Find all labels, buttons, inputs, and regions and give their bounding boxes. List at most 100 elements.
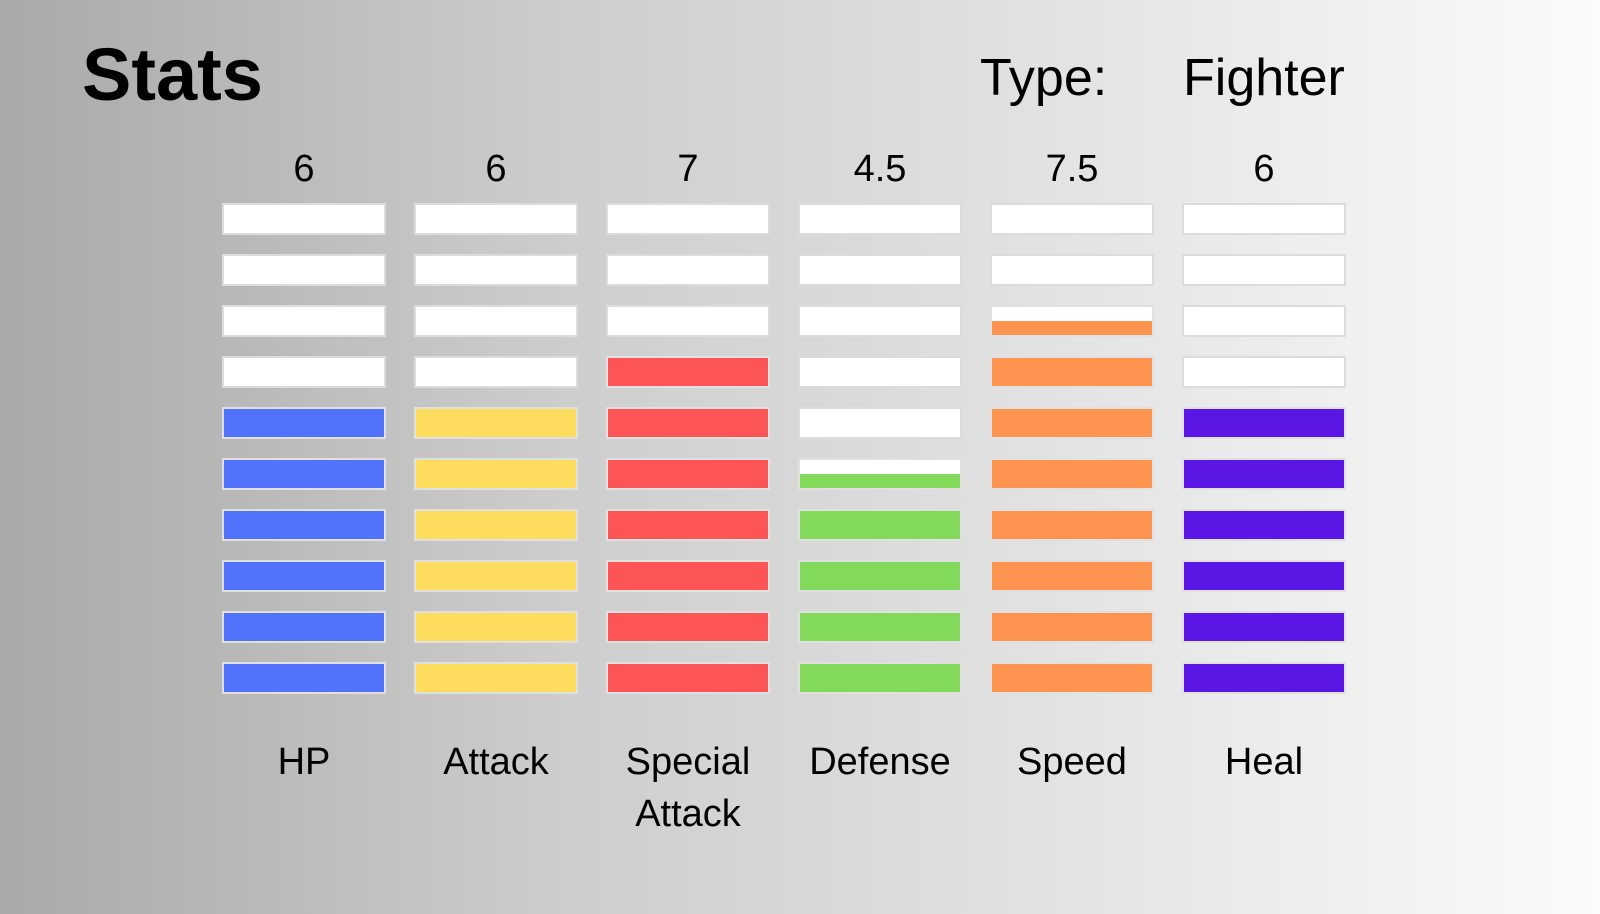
- stat-bar-segment: [990, 611, 1154, 643]
- stat-bar-fill: [1184, 664, 1344, 692]
- stat-bar-fill: [992, 562, 1152, 590]
- stat-bar-segment: [990, 407, 1154, 439]
- stat-bar-segment: [1182, 305, 1346, 337]
- stat-bar-segment: [606, 356, 770, 388]
- stat-bar-fill: [1184, 409, 1344, 437]
- stat-bar-segment: [798, 611, 962, 643]
- stat-bar-fill: [416, 562, 576, 590]
- stat-bar-segment: [222, 662, 386, 694]
- stat-bar-segment: [414, 560, 578, 592]
- stat-bar-segment: [606, 203, 770, 235]
- stat-bar-segment: [222, 356, 386, 388]
- stat-bar-segment: [1182, 611, 1346, 643]
- stat-bar-fill: [992, 664, 1152, 692]
- stat-bar-segment: [990, 560, 1154, 592]
- stat-bar-segment: [798, 560, 962, 592]
- stat-bar-segment: [990, 356, 1154, 388]
- stat-column: 4.5 Defense: [798, 0, 962, 914]
- stat-bar-segment: [606, 407, 770, 439]
- stat-bar-segment: [414, 305, 578, 337]
- stat-name-label: Attack: [443, 741, 549, 783]
- stat-bar-fill: [1184, 460, 1344, 488]
- stat-bar-fill: [224, 664, 384, 692]
- stat-bar-segment: [414, 203, 578, 235]
- stat-column: 7 Special Attack: [606, 0, 770, 914]
- stat-bar-fill: [800, 613, 960, 641]
- stat-bar-segment: [1182, 662, 1346, 694]
- stat-bar-segment: [990, 662, 1154, 694]
- stat-bar-segment: [798, 407, 962, 439]
- stat-bar-segment: [798, 254, 962, 286]
- stat-bar-segment: [1182, 356, 1346, 388]
- stat-bar-segment: [1182, 560, 1346, 592]
- stat-bar-segment: [222, 560, 386, 592]
- stat-bar-fill: [416, 511, 576, 539]
- stat-bar-segment: [606, 305, 770, 337]
- stat-bar-fill: [416, 409, 576, 437]
- stat-name-label: HP: [277, 741, 331, 783]
- stat-bar-fill: [1184, 562, 1344, 590]
- stat-bar-segment: [414, 254, 578, 286]
- stat-bar-fill: [416, 613, 576, 641]
- stat-value-label: 6: [293, 148, 315, 190]
- stat-bar-segment: [414, 356, 578, 388]
- stat-bar-segment: [222, 509, 386, 541]
- stat-bar-fill: [608, 460, 768, 488]
- stat-bar-segment: [222, 458, 386, 490]
- stat-bar-fill: [608, 613, 768, 641]
- stat-bar-fill: [608, 409, 768, 437]
- stat-bar-fill: [992, 321, 1152, 335]
- stat-bar-segment: [606, 458, 770, 490]
- stat-value-label: 6: [485, 148, 507, 190]
- stat-bar-segment: [606, 611, 770, 643]
- stat-bar-segment: [222, 305, 386, 337]
- stat-bar-segment: [798, 509, 962, 541]
- stat-column: 6 HP: [222, 0, 386, 914]
- stat-value-label: 6: [1253, 148, 1275, 190]
- stat-bar-segment: [1182, 407, 1346, 439]
- stats-title: Stats: [82, 33, 263, 116]
- stat-name-label: Special Attack: [625, 741, 751, 836]
- stat-bar-fill: [992, 511, 1152, 539]
- stat-column: 6 Attack: [414, 0, 578, 914]
- stat-bar-segment: [1182, 254, 1346, 286]
- stat-bar-segment: [990, 254, 1154, 286]
- stat-value-label: 7.5: [1045, 148, 1099, 190]
- stat-bar-segment: [798, 203, 962, 235]
- stat-name-label: Defense: [809, 741, 951, 783]
- stat-bar-segment: [606, 662, 770, 694]
- stat-bar-fill: [224, 562, 384, 590]
- stat-bar-fill: [608, 511, 768, 539]
- stat-bar-fill: [416, 664, 576, 692]
- stat-bar-fill: [224, 511, 384, 539]
- stat-bar-segment: [606, 509, 770, 541]
- stat-bar-segment: [798, 662, 962, 694]
- stat-name-label: Speed: [1017, 741, 1127, 783]
- stat-bar-fill: [224, 409, 384, 437]
- type-value: Fighter: [1183, 49, 1345, 107]
- stat-bar-fill: [1184, 511, 1344, 539]
- stat-bar-fill: [608, 562, 768, 590]
- stat-bar-segment: [1182, 203, 1346, 235]
- stat-bar-fill: [992, 460, 1152, 488]
- stat-bar-segment: [990, 509, 1154, 541]
- stat-bar-fill: [224, 613, 384, 641]
- stat-bar-segment: [1182, 458, 1346, 490]
- stat-bar-fill: [800, 562, 960, 590]
- stat-bar-fill: [608, 664, 768, 692]
- stat-bar-segment: [222, 203, 386, 235]
- stat-bar-fill: [992, 358, 1152, 386]
- stat-bar-segment: [990, 305, 1154, 337]
- stat-bar-segment: [222, 611, 386, 643]
- stat-name-label: Heal: [1224, 741, 1304, 783]
- stat-bar-segment: [990, 458, 1154, 490]
- stat-bar-segment: [606, 254, 770, 286]
- stat-bar-fill: [800, 664, 960, 692]
- stat-bar-fill: [1184, 613, 1344, 641]
- stat-bar-fill: [992, 613, 1152, 641]
- type-label: Type:: [980, 49, 1108, 107]
- stat-bar-segment: [990, 203, 1154, 235]
- stat-bar-segment: [798, 356, 962, 388]
- stat-bar-segment: [414, 509, 578, 541]
- stat-bar-segment: [414, 662, 578, 694]
